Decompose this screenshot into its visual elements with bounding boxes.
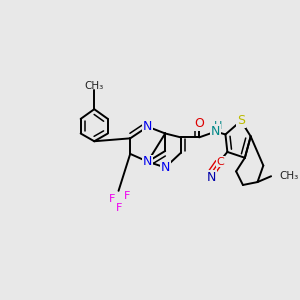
Text: C: C bbox=[217, 157, 224, 167]
Text: S: S bbox=[237, 114, 245, 127]
Text: F: F bbox=[124, 191, 130, 201]
Text: N: N bbox=[207, 171, 217, 184]
Text: F: F bbox=[109, 194, 115, 204]
Text: O: O bbox=[194, 117, 204, 130]
Text: CH₃: CH₃ bbox=[279, 171, 298, 181]
Text: N: N bbox=[143, 155, 152, 168]
Text: N: N bbox=[211, 125, 220, 138]
Text: N: N bbox=[143, 120, 152, 133]
Text: N: N bbox=[160, 161, 170, 174]
Text: F: F bbox=[116, 203, 123, 213]
Text: H: H bbox=[214, 121, 222, 131]
Text: CH₃: CH₃ bbox=[85, 81, 104, 91]
